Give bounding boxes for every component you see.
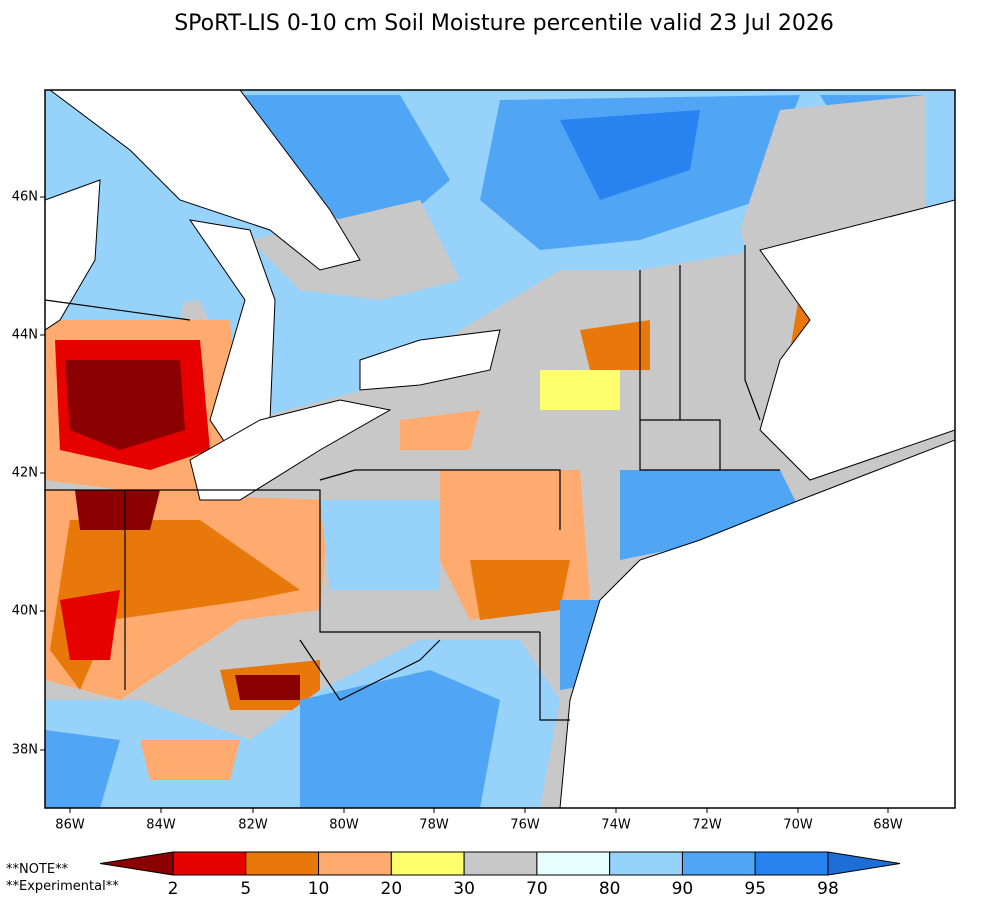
colorbar-box <box>681 851 756 876</box>
title: SPoRT-LIS 0-10 cm Soil Moisture percenti… <box>174 11 834 36</box>
field-region <box>580 320 650 370</box>
water <box>45 179 101 331</box>
field-region <box>75 490 160 530</box>
colorbar-label: 30 <box>453 879 475 899</box>
field-region <box>560 110 700 200</box>
lon-label: 86W <box>55 818 85 833</box>
colorbar: 2 5 10 20 30 70 80 90 95 98 <box>99 851 901 899</box>
field-region <box>140 740 240 780</box>
colorbar-label: 90 <box>672 879 694 899</box>
colorbar-label: 10 <box>308 879 330 899</box>
field-region <box>400 410 480 450</box>
field-region <box>300 670 500 808</box>
lon-label: 72W <box>692 818 722 833</box>
field-region <box>60 590 120 660</box>
field-region <box>620 470 800 560</box>
colorbar-label: 2 <box>168 879 179 899</box>
colorbar-label: 98 <box>817 879 839 899</box>
field-region <box>65 360 185 450</box>
lat-label: 38N <box>12 743 38 758</box>
state-border <box>639 420 720 471</box>
note: **Experimental** <box>6 879 119 894</box>
water <box>359 329 501 391</box>
colorbar-box <box>318 851 392 876</box>
lon-label: 80W <box>329 818 359 833</box>
field-region <box>250 200 460 300</box>
colorbar-arrow <box>827 851 901 876</box>
colorbar-box <box>463 851 538 876</box>
colorbar-box <box>245 851 320 876</box>
field-region <box>470 560 570 620</box>
state-border <box>744 245 761 421</box>
field-region <box>50 520 300 690</box>
colorbar-box <box>609 851 683 876</box>
lon-label: 82W <box>238 818 268 833</box>
water <box>559 439 955 808</box>
colorbar-label: 5 <box>240 879 251 899</box>
map-frame <box>44 89 956 809</box>
water <box>49 90 361 271</box>
colorbar-box <box>390 851 465 876</box>
water <box>759 199 955 481</box>
colorbar-label: 20 <box>381 879 403 899</box>
lon-label: 74W <box>601 818 631 833</box>
lat-label: 44N <box>12 328 38 343</box>
state-border <box>299 639 441 701</box>
colorbar-box <box>754 851 829 876</box>
lon-label: 76W <box>510 818 540 833</box>
colorbar-box <box>172 851 247 876</box>
lon-label: 78W <box>419 818 449 833</box>
state-border <box>539 632 570 721</box>
state-border <box>639 270 780 471</box>
lat-label: 46N <box>12 190 38 205</box>
state-border <box>45 489 540 633</box>
colorbar-label: 70 <box>526 879 548 899</box>
field-region <box>235 675 300 700</box>
lat-label: 40N <box>12 604 38 619</box>
field-region <box>320 500 440 590</box>
state-border <box>319 469 561 530</box>
field-region <box>540 370 620 410</box>
colorbar-label: 80 <box>599 879 621 899</box>
map <box>45 90 955 808</box>
colorbar-label: 95 <box>744 879 766 899</box>
state-border <box>45 299 191 321</box>
colorbar-arrow <box>99 851 174 876</box>
water <box>189 399 392 501</box>
lon-label: 84W <box>146 818 176 833</box>
lon-label: 68W <box>873 818 903 833</box>
lon-label: 70W <box>783 818 813 833</box>
field-region <box>45 730 120 808</box>
colorbar-box <box>536 851 611 876</box>
lat-label: 42N <box>12 466 38 481</box>
note: **NOTE** <box>6 862 69 877</box>
